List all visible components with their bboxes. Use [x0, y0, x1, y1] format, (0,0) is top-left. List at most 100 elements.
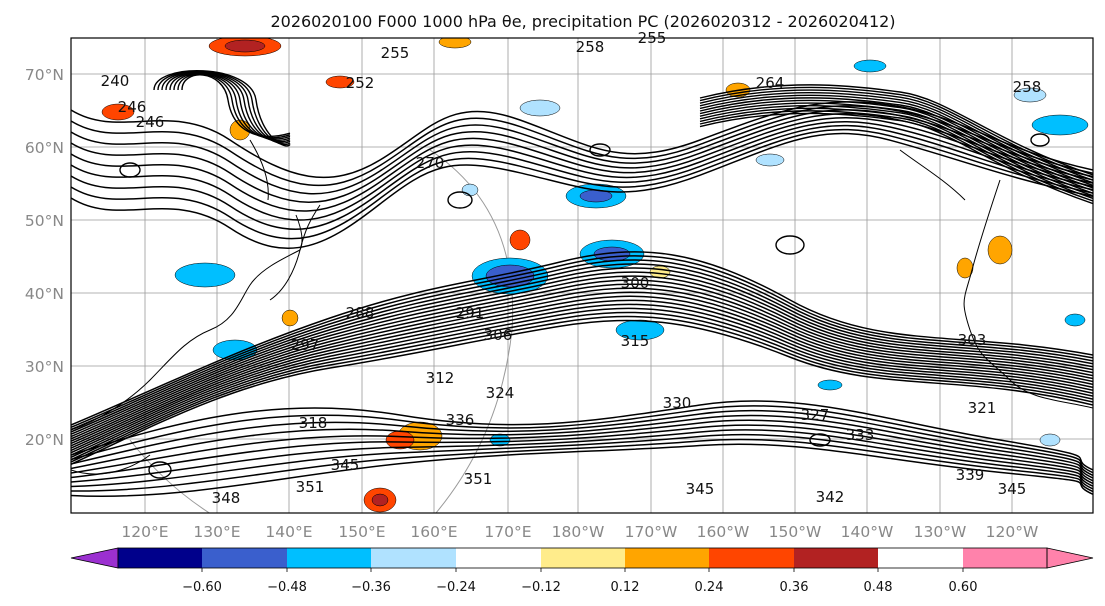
- colorbar: −0.60 −0.48 −0.36 −0.24 −0.12 0.12 0.24 0.36 0.4…: [70, 547, 1094, 595]
- theta-e-contour: [71, 307, 1093, 459]
- theta-e-contour: [71, 311, 1093, 461]
- pc-shaded-area: [281, 309, 299, 327]
- theta-e-contour: [699, 107, 1093, 200]
- projection-arc: [129, 439, 211, 513]
- colorbar-tick-label: −0.48: [267, 580, 307, 595]
- longitude-label: 170°W: [625, 523, 678, 541]
- latitude-label: 40°N: [25, 285, 64, 303]
- contour-label: 258: [1013, 78, 1042, 96]
- colorbar-tick-label: −0.12: [521, 580, 561, 595]
- latitude-label: 50°N: [25, 212, 64, 230]
- theta-e-contour: [71, 295, 1093, 452]
- contour-label: 300: [621, 274, 650, 292]
- theta-e-contour: [699, 84, 1093, 176]
- contour-label: 270: [416, 154, 445, 172]
- pc-shaded-area: [371, 493, 389, 507]
- coastline: [71, 454, 151, 475]
- contour-label: 246: [136, 113, 165, 131]
- colorbar-tick-label: 0.36: [780, 580, 809, 595]
- colorbar-segment: [287, 548, 371, 568]
- theta-e-contour: [71, 443, 1093, 498]
- contour-label: 306: [484, 326, 513, 344]
- colorbar-segment: [118, 548, 202, 568]
- contour-label: 336: [446, 411, 475, 429]
- pc-shaded-area: [615, 319, 665, 341]
- map-frame: [70, 37, 1094, 514]
- contour-label: 246: [118, 98, 147, 116]
- contour-label: 291: [456, 304, 485, 322]
- contour-label: 345: [331, 456, 360, 474]
- theta-e-contour: [71, 251, 1093, 426]
- theta-e-contour: [71, 414, 1093, 479]
- figure-title: 2026020100 F000 1000 hPa θe, precipitati…: [270, 12, 895, 31]
- contour-label: 303: [958, 331, 987, 349]
- pc-shaded-area: [987, 235, 1013, 265]
- contour-label: 315: [621, 332, 650, 350]
- contour-label: 264: [756, 74, 785, 92]
- theta-e-contour: [71, 263, 1093, 433]
- longitude-label: 160°E: [410, 523, 457, 541]
- colorbar-tick-label: 0.12: [611, 580, 640, 595]
- contour-label: 330: [663, 394, 692, 412]
- theta-e-contour: [71, 128, 1093, 240]
- theta-e-contour: [71, 271, 1093, 438]
- theta-e-contour: [71, 424, 1093, 485]
- theta-e-contour: [71, 279, 1093, 442]
- pc-shaded-area: [224, 39, 266, 53]
- coastlines: [71, 139, 1093, 475]
- theta-e-contour: [699, 86, 1093, 179]
- colorbar-segment: [371, 548, 456, 568]
- contour-label: 297: [291, 336, 320, 354]
- theta-e-contour: [71, 438, 1093, 493]
- closed-contour: [775, 235, 805, 255]
- colorbar-extend-high: [1046, 547, 1094, 569]
- theta-e-contour: [71, 132, 1093, 250]
- coastline: [963, 179, 1093, 409]
- theta-e-contour: [71, 101, 1093, 179]
- colorbar-segment: [456, 548, 541, 568]
- theta-e-contour: [71, 419, 1093, 482]
- longitude-label: 150°E: [338, 523, 385, 541]
- colorbar-segment: [794, 548, 878, 568]
- contour-label: 351: [296, 478, 325, 496]
- theta-e-contour: [71, 433, 1093, 490]
- longitude-label: 180°W: [552, 523, 605, 541]
- longitude-label: 140°W: [841, 523, 894, 541]
- theta-e-contour: [71, 124, 1093, 230]
- theta-e-contour: [699, 102, 1093, 194]
- contour-label: 333: [846, 426, 875, 444]
- theta-e-contour: [699, 91, 1093, 184]
- pc-shaded-area: [649, 265, 671, 279]
- colorbar-tick-label: −0.24: [436, 580, 476, 595]
- colorbar-frame: [117, 547, 1048, 569]
- latitude-label: 60°N: [25, 139, 64, 157]
- contour-label: 351: [464, 470, 493, 488]
- theta-e-contour: [71, 400, 1093, 471]
- colorbar-extend-low: [70, 547, 119, 569]
- theta-e-contour: [71, 299, 1093, 454]
- pc-shaded-area: [325, 75, 355, 89]
- contour-label: 327: [801, 406, 830, 424]
- theta-e-contour: [71, 291, 1093, 449]
- contour-label: 318: [299, 414, 328, 432]
- contour-label: 312: [426, 369, 455, 387]
- theta-e-contour: [71, 315, 1093, 463]
- pc-shaded-area: [461, 183, 479, 197]
- theta-e-contour: [71, 117, 1093, 212]
- closed-contour: [119, 162, 141, 178]
- latitude-labels: 70°N 60°N 50°N 40°N 30°N 20°N: [25, 66, 64, 449]
- contour-label: 342: [816, 488, 845, 506]
- latitude-label: 70°N: [25, 66, 64, 84]
- pc-shaded-area: [817, 379, 843, 391]
- longitude-label: 140°E: [265, 523, 312, 541]
- contour-label: 258: [576, 38, 605, 56]
- pc-shaded-area: [853, 59, 887, 73]
- theta-e-contour: [699, 112, 1093, 205]
- coastline: [249, 139, 269, 201]
- closed-contour: [809, 433, 831, 447]
- closed-contour: [589, 143, 611, 157]
- pc-shaded-area: [1039, 433, 1061, 447]
- longitude-label: 170°E: [484, 523, 531, 541]
- theta-e-contour: [699, 94, 1093, 187]
